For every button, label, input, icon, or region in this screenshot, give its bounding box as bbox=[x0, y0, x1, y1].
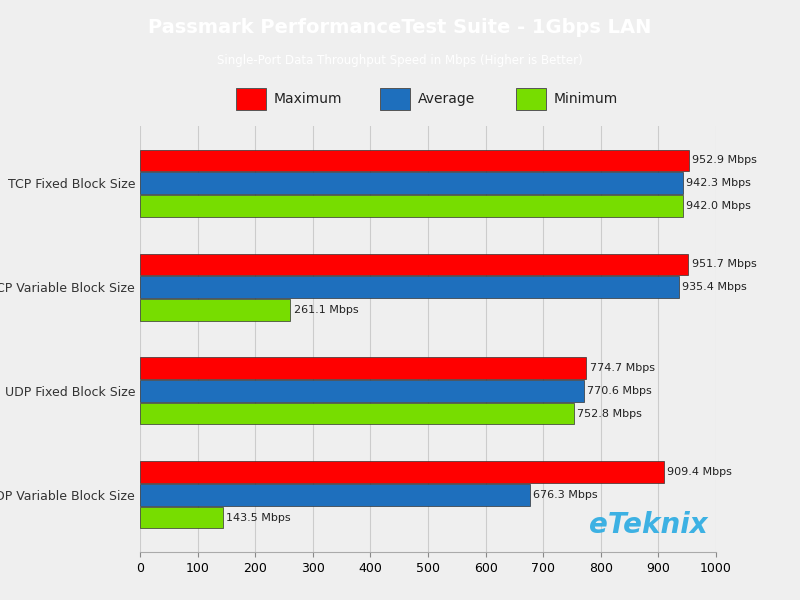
Text: 752.8 Mbps: 752.8 Mbps bbox=[577, 409, 642, 419]
Text: 770.6 Mbps: 770.6 Mbps bbox=[587, 386, 652, 396]
Text: 143.5 Mbps: 143.5 Mbps bbox=[226, 513, 290, 523]
Bar bbox=[140, 380, 584, 401]
Text: eTeknix: eTeknix bbox=[589, 511, 707, 539]
Bar bbox=[140, 254, 688, 275]
Bar bbox=[380, 88, 410, 109]
Bar bbox=[140, 172, 682, 194]
Bar bbox=[140, 299, 290, 320]
Text: 951.7 Mbps: 951.7 Mbps bbox=[692, 259, 756, 269]
Text: Average: Average bbox=[418, 92, 475, 106]
Text: 261.1 Mbps: 261.1 Mbps bbox=[294, 305, 358, 315]
Bar bbox=[140, 358, 586, 379]
Bar bbox=[140, 403, 574, 424]
Text: Passmark PerformanceTest Suite - 1Gbps LAN: Passmark PerformanceTest Suite - 1Gbps L… bbox=[148, 18, 652, 37]
Text: 942.3 Mbps: 942.3 Mbps bbox=[686, 178, 751, 188]
Bar bbox=[140, 461, 664, 482]
Bar bbox=[140, 507, 222, 529]
Text: 942.0 Mbps: 942.0 Mbps bbox=[686, 201, 751, 211]
Text: 774.7 Mbps: 774.7 Mbps bbox=[590, 363, 654, 373]
Text: 935.4 Mbps: 935.4 Mbps bbox=[682, 282, 747, 292]
Text: 676.3 Mbps: 676.3 Mbps bbox=[533, 490, 598, 500]
Bar bbox=[140, 149, 689, 171]
Bar bbox=[140, 484, 530, 506]
Bar bbox=[140, 196, 682, 217]
Text: 952.9 Mbps: 952.9 Mbps bbox=[692, 155, 758, 165]
Bar bbox=[516, 88, 546, 109]
Text: 909.4 Mbps: 909.4 Mbps bbox=[667, 467, 732, 477]
Text: Maximum: Maximum bbox=[274, 92, 342, 106]
Bar bbox=[140, 277, 678, 298]
Text: Minimum: Minimum bbox=[554, 92, 618, 106]
Bar bbox=[236, 88, 266, 109]
Text: Single-Port Data Throughput Speed in Mbps (Higher is Better): Single-Port Data Throughput Speed in Mbp… bbox=[217, 55, 583, 67]
